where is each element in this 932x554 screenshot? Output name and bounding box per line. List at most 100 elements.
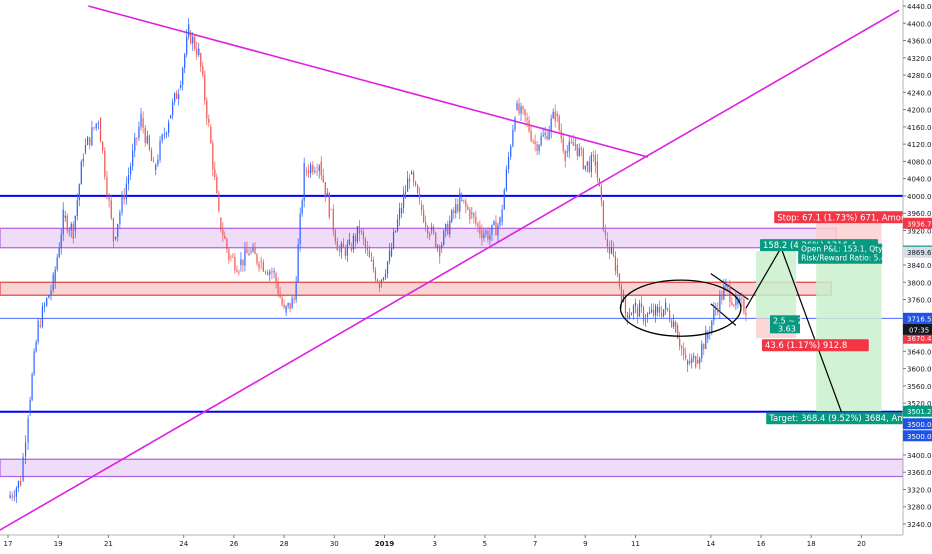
ellipse-annotation (619, 279, 742, 337)
candle-body (638, 303, 641, 317)
candle-body (322, 175, 324, 183)
candle-body (392, 232, 395, 248)
y-tick-label: 4240.0 (907, 89, 932, 97)
candle-body (510, 146, 512, 157)
candle-body (264, 271, 267, 273)
candle-body (556, 113, 558, 117)
candle-body (123, 195, 125, 200)
short-target-label: Target: 368.4 (9.52%) 3684, Amount: 2105 (766, 412, 932, 424)
candle-body (372, 260, 375, 270)
price-tag-box (903, 217, 932, 229)
candle-body (499, 217, 501, 225)
candle-body (236, 270, 238, 272)
candle-body (614, 255, 617, 272)
candle-body (620, 286, 623, 302)
candle-body (132, 150, 134, 167)
candle-body (190, 31, 192, 44)
candle-body (250, 251, 252, 253)
x-tick-label: 26 (229, 540, 238, 548)
candle-body (168, 122, 170, 133)
candle-body (538, 145, 540, 151)
candle-body (554, 111, 556, 121)
candle-body (80, 161, 82, 185)
countdown-tag-box (903, 323, 932, 335)
candle-body (400, 207, 403, 214)
candle-body (721, 294, 723, 300)
candle-body (663, 309, 665, 317)
y-tick-label: 4360.0 (907, 38, 932, 46)
x-tick-label: 20 (857, 540, 866, 548)
candle-body (578, 148, 580, 156)
candle-body (60, 234, 62, 248)
short-stop-label-text: Stop: 67.1 (1.73%) 671, Amount: 798.7 (777, 213, 932, 223)
candle-body (594, 155, 596, 166)
candle-body (741, 298, 743, 300)
candle-body (19, 480, 22, 486)
candle-body (184, 54, 186, 69)
candle-body (574, 144, 576, 146)
candle-body (503, 189, 505, 210)
candle-body (546, 135, 548, 140)
price-tag-box (903, 405, 932, 417)
candle-body (501, 209, 503, 222)
candle-body (612, 247, 615, 256)
candle-body (121, 195, 123, 213)
candle-body (354, 235, 356, 242)
candle-body (715, 308, 717, 310)
candle-body (260, 260, 262, 262)
candle-body (725, 281, 727, 287)
candle-body (148, 135, 150, 150)
price-tag-box (903, 418, 932, 430)
candle-body (170, 115, 172, 119)
candle-body (608, 246, 610, 254)
candle-body (485, 230, 487, 234)
candle-body (441, 245, 443, 248)
candle-body (398, 208, 401, 220)
candle-body (330, 208, 332, 210)
candle-body (108, 195, 110, 201)
x-tick-label: 3 (432, 540, 436, 548)
candle-body (246, 248, 248, 254)
candle-body (285, 305, 287, 313)
zone-red-zone (0, 281, 832, 296)
candle-body (650, 309, 653, 313)
long-profit-zone (755, 251, 797, 319)
candle-body (192, 36, 194, 44)
candle-body (35, 341, 37, 352)
candle-body (433, 226, 435, 233)
price-tag-text: 3869.6 (907, 249, 932, 257)
candle-body (188, 24, 190, 37)
candle-body (48, 295, 50, 299)
y-tick-label: 4120.0 (907, 141, 932, 149)
candle-body (248, 253, 250, 256)
candle-body (76, 200, 78, 216)
candle-body (17, 480, 20, 489)
candle-body (731, 301, 733, 305)
candle-body (50, 289, 52, 296)
candle-body (11, 495, 13, 497)
candle-body (194, 36, 196, 49)
candle-body (232, 256, 234, 258)
candle-body (52, 274, 54, 290)
short-target-label-box (766, 412, 932, 425)
candle-body (745, 312, 747, 315)
candle-body (328, 193, 330, 218)
candle-body (62, 209, 64, 235)
y-tick-label: 4000.0 (907, 193, 932, 201)
candle-body (437, 246, 439, 248)
price-tag: 3670.4 (903, 332, 932, 344)
candle-body (540, 136, 542, 146)
x-tick-label: 17 (4, 540, 13, 548)
x-tick-label: 11 (631, 540, 640, 548)
candle-body (429, 233, 431, 238)
long-center-text-2: 3.63 (778, 324, 796, 333)
candle-body (104, 150, 106, 177)
candle-body (326, 193, 328, 197)
candle-body (364, 239, 367, 248)
candle-body (180, 84, 182, 89)
y-tick-label: 3760.0 (907, 297, 932, 305)
candle-body (596, 161, 598, 179)
price-tag: 3501.2 (903, 405, 932, 417)
candle-body (590, 154, 592, 172)
